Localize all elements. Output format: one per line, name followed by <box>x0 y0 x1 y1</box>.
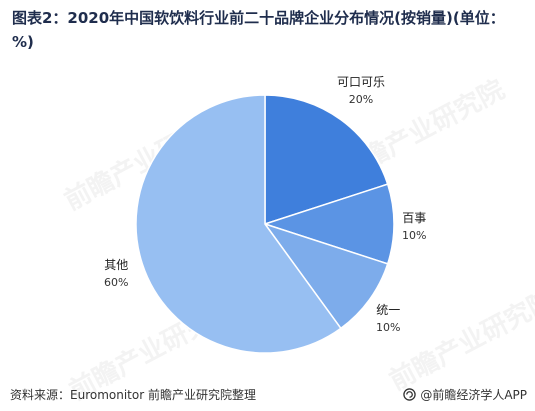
brand-logo-icon <box>403 388 417 401</box>
pie-slice-uni <box>263 222 389 330</box>
brand-text: @前瞻经济学人APP <box>420 388 527 402</box>
slice-label-other: 其他 60% <box>104 257 128 291</box>
pie-slice-coca-cola <box>264 94 389 226</box>
pie-slice-other <box>135 94 342 354</box>
source-note: 资料来源：Euromonitor 前瞻产业研究院整理 <box>10 388 256 402</box>
slice-label-uni: 统一 10% <box>376 302 400 336</box>
slice-name: 其他 <box>104 258 129 272</box>
slice-name: 统一 <box>376 303 401 317</box>
slice-value: 10% <box>376 321 401 334</box>
brand-credit: @前瞻经济学人APP <box>403 386 527 403</box>
pie-slices <box>135 94 395 354</box>
slice-value: 20% <box>348 93 374 106</box>
slice-name: 可口可乐 <box>337 75 386 89</box>
slice-name: 百事 <box>402 211 427 225</box>
slice-label-coca-cola: 可口可乐 20% <box>337 74 385 108</box>
slice-value: 60% <box>104 276 129 289</box>
slice-label-pepsi: 百事 10% <box>402 210 426 244</box>
pie-slice-pepsi <box>262 183 395 265</box>
chart-title: 图表2：2020年中国软饮料行业前二十品牌企业分布情况(按销量)(单位：%) <box>12 9 505 51</box>
slice-value: 10% <box>402 229 427 242</box>
